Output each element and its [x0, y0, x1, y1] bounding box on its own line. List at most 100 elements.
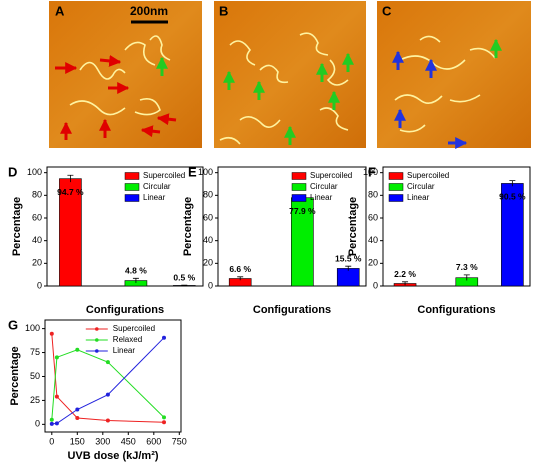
value-label: 77.9 %: [289, 206, 316, 216]
y-axis-title: Percentage: [347, 197, 359, 256]
y-tick-label: 0: [373, 280, 378, 290]
bar: [336, 268, 360, 287]
data-point: [49, 417, 54, 422]
y-tick-label: 0: [37, 280, 42, 290]
value-label: 4.8 %: [125, 266, 147, 276]
error-bar: [402, 281, 409, 286]
afm-image: B: [214, 1, 366, 148]
value-label: 2.2 %: [394, 269, 416, 279]
panel-label: G: [8, 317, 18, 332]
legend-label: Circular: [310, 182, 338, 191]
error-bar: [463, 274, 470, 281]
x-tick-label: 150: [70, 436, 85, 446]
legend-label: Relaxed: [113, 335, 142, 344]
y-tick-label: 40: [368, 235, 378, 245]
legend-label: Supercoiled: [143, 171, 185, 180]
data-point: [54, 355, 59, 360]
y-tick-label: 60: [203, 212, 213, 222]
panel-label: F: [368, 164, 376, 179]
y-axis-title: Percentage: [11, 197, 23, 256]
y-tick-label: 100: [25, 323, 40, 333]
scale-bar-label: 200nm: [130, 4, 168, 18]
value-label: 15.5 %: [335, 253, 362, 263]
legend-swatch: [124, 172, 140, 180]
data-point: [105, 418, 110, 423]
image-label: C: [382, 3, 392, 18]
legend-label: Circular: [407, 182, 435, 191]
error-bar: [345, 265, 352, 271]
error-bar: [237, 276, 244, 281]
y-tick-label: 75: [30, 347, 40, 357]
y-tick-label: 0: [35, 419, 40, 429]
y-tick-label: 40: [32, 235, 42, 245]
legend-swatch: [388, 194, 404, 202]
y-axis-title: Percentage: [9, 346, 21, 405]
legend-swatch: [124, 183, 140, 191]
y-tick-label: 40: [203, 235, 213, 245]
value-label: 0.5 %: [173, 272, 195, 282]
value-label: 90.5 %: [499, 192, 526, 202]
legend-label: Supercoiled: [310, 171, 352, 180]
value-label: 94.7 %: [57, 187, 84, 197]
data-point: [162, 420, 166, 425]
legend-marker: [95, 327, 99, 331]
y-tick-label: 60: [32, 212, 42, 222]
x-tick-label: 600: [146, 436, 161, 446]
y-tick-label: 100: [198, 167, 213, 177]
data-point: [49, 331, 54, 336]
x-axis-title: UVB dose (kJ/m²): [67, 450, 158, 462]
legend-swatch: [291, 172, 307, 180]
panel-label: D: [8, 164, 17, 179]
data-point: [162, 335, 166, 340]
x-tick-label: 300: [95, 436, 110, 446]
value-label: 6.6 %: [229, 264, 251, 274]
y-tick-label: 0: [208, 280, 213, 290]
error-bar: [132, 277, 139, 283]
data-point: [49, 421, 54, 426]
data-point: [54, 394, 59, 399]
legend-swatch: [291, 194, 307, 202]
data-point: [162, 415, 166, 420]
legend-marker: [95, 338, 99, 342]
data-point: [105, 360, 110, 365]
legend-label: Supercoiled: [113, 324, 155, 333]
y-tick-label: 20: [32, 258, 42, 268]
legend-swatch: [388, 172, 404, 180]
error-bar: [509, 180, 516, 187]
legend-swatch: [388, 183, 404, 191]
data-point: [54, 421, 59, 426]
error-bar: [67, 174, 74, 183]
x-axis-title: Configurations: [86, 304, 164, 316]
data-point: [105, 392, 110, 397]
y-tick-label: 20: [203, 258, 213, 268]
y-tick-label: 80: [32, 190, 42, 200]
legend-swatch: [124, 194, 140, 202]
y-tick-label: 100: [27, 167, 42, 177]
y-tick-label: 60: [368, 212, 378, 222]
series-line: [51, 337, 165, 425]
legend-label: Linear: [407, 193, 430, 202]
y-tick-label: 20: [368, 258, 378, 268]
data-point: [75, 416, 80, 421]
error-bar: [181, 284, 188, 286]
panel-label: E: [188, 164, 197, 179]
legend-marker: [95, 349, 99, 353]
image-label: A: [55, 3, 65, 18]
legend-label: Supercoiled: [407, 171, 449, 180]
y-tick-label: 80: [368, 190, 378, 200]
afm-image: C: [377, 1, 531, 149]
legend-label: Circular: [143, 182, 171, 191]
afm-image: A 200nm: [49, 1, 202, 148]
image-label: B: [219, 3, 228, 18]
legend-swatch: [291, 183, 307, 191]
data-point: [75, 407, 80, 412]
value-label: 7.3 %: [456, 262, 478, 272]
x-tick-label: 750: [172, 436, 187, 446]
legend-label: Linear: [113, 346, 136, 355]
legend-label: Linear: [143, 193, 166, 202]
x-tick-label: 450: [121, 436, 136, 446]
x-axis-title: Configurations: [253, 304, 331, 316]
legend-label: Linear: [310, 193, 333, 202]
x-tick-label: 0: [49, 436, 54, 446]
